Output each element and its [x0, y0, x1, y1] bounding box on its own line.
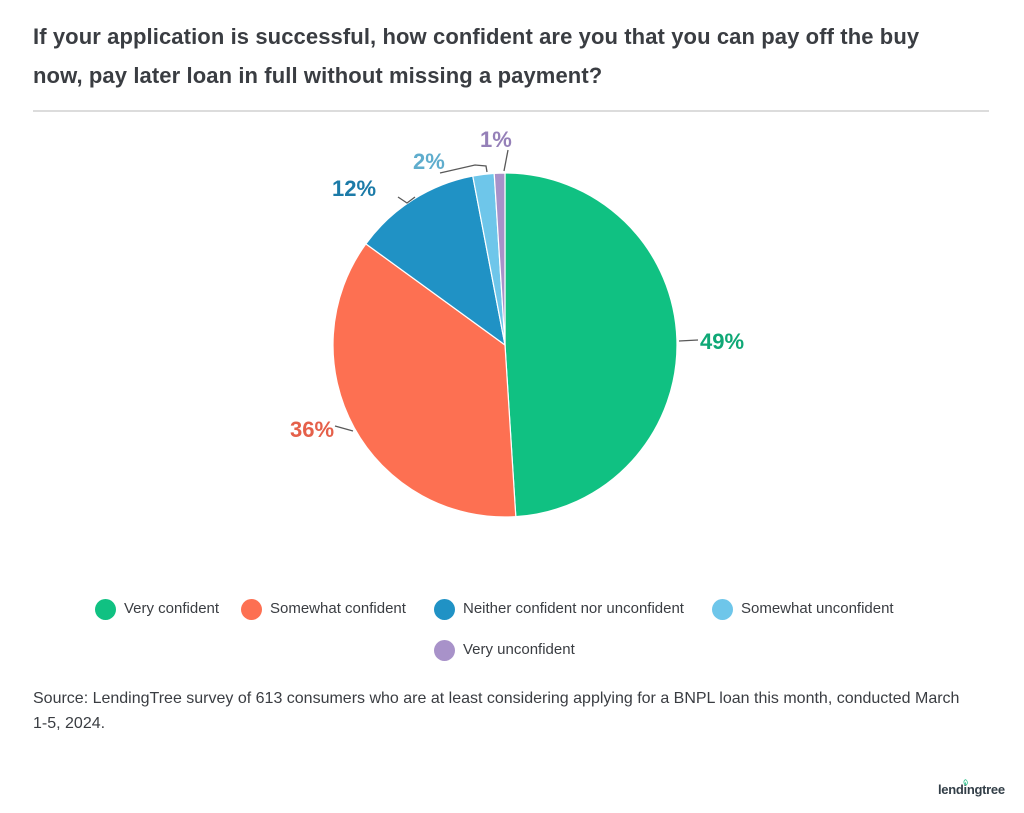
- svg-text:49%: 49%: [700, 329, 744, 354]
- svg-text:36%: 36%: [290, 417, 334, 442]
- svg-text:12%: 12%: [332, 176, 376, 201]
- svg-text:lendingtree: lendingtree: [938, 782, 1005, 797]
- svg-text:2%: 2%: [413, 149, 445, 174]
- svg-text:1%: 1%: [480, 127, 512, 152]
